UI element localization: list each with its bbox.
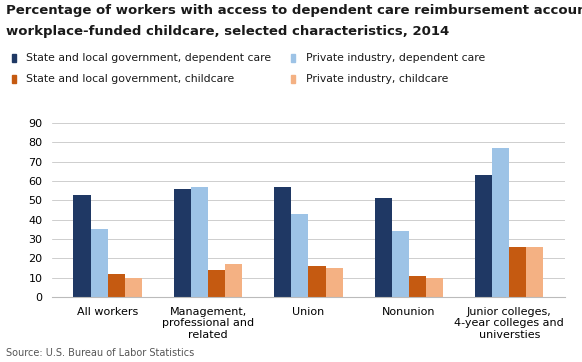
Bar [509, 247, 526, 297]
Bar [375, 198, 392, 297]
Text: State and local government, childcare: State and local government, childcare [26, 74, 235, 84]
Text: Private industry, dependent care: Private industry, dependent care [306, 52, 485, 63]
Bar [475, 175, 492, 297]
Bar [492, 148, 509, 297]
Bar [108, 274, 125, 297]
Bar [191, 187, 208, 297]
Text: Source: U.S. Bureau of Labor Statistics: Source: U.S. Bureau of Labor Statistics [6, 348, 194, 358]
Bar [208, 270, 225, 297]
Text: workplace-funded childcare, selected characteristics, 2014: workplace-funded childcare, selected cha… [6, 25, 449, 38]
Bar [526, 247, 544, 297]
Bar [325, 268, 343, 297]
Bar [73, 194, 91, 297]
Bar [292, 214, 308, 297]
Bar [174, 189, 191, 297]
Bar [274, 187, 292, 297]
Bar [426, 278, 443, 297]
Bar [392, 231, 409, 297]
Bar [225, 264, 242, 297]
Bar [409, 275, 426, 297]
Text: Percentage of workers with access to dependent care reimbursement accounts and: Percentage of workers with access to dep… [6, 4, 582, 17]
Bar [308, 266, 325, 297]
Bar [125, 278, 142, 297]
Bar [91, 229, 108, 297]
Text: State and local government, dependent care: State and local government, dependent ca… [26, 52, 271, 63]
Text: Private industry, childcare: Private industry, childcare [306, 74, 448, 84]
